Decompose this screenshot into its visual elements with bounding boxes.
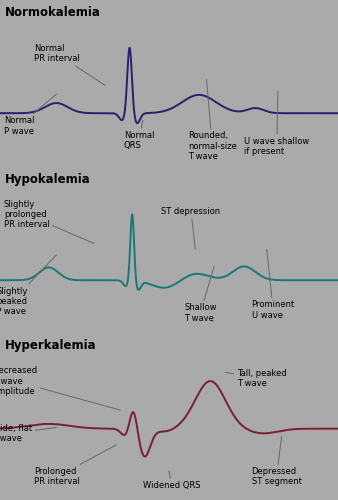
Text: Hyperkalemia: Hyperkalemia bbox=[5, 340, 97, 352]
Text: Prominent
U wave: Prominent U wave bbox=[251, 249, 295, 320]
Text: Depressed
ST segment: Depressed ST segment bbox=[251, 436, 301, 486]
Text: Widened QRS: Widened QRS bbox=[143, 471, 200, 490]
Text: Slightly
peaked
P wave: Slightly peaked P wave bbox=[0, 255, 56, 316]
Text: Hypokalemia: Hypokalemia bbox=[5, 172, 91, 186]
Text: Rounded,
normal-size
T wave: Rounded, normal-size T wave bbox=[188, 80, 237, 162]
Text: Prolonged
PR interval: Prolonged PR interval bbox=[34, 445, 116, 486]
Text: ST depression: ST depression bbox=[162, 207, 221, 249]
Text: Normokalemia: Normokalemia bbox=[5, 6, 101, 19]
Text: Slightly
prolonged
PR interval: Slightly prolonged PR interval bbox=[4, 200, 94, 244]
Text: Normal
QRS: Normal QRS bbox=[124, 120, 154, 150]
Text: Tall, peaked
T wave: Tall, peaked T wave bbox=[225, 368, 286, 388]
Text: Normal
PR interval: Normal PR interval bbox=[34, 44, 105, 86]
Text: Decreased
R wave
amplitude: Decreased R wave amplitude bbox=[0, 366, 120, 410]
Text: U wave shallow
if present: U wave shallow if present bbox=[244, 92, 309, 156]
Text: Normal
P wave: Normal P wave bbox=[4, 94, 56, 136]
Text: Shallow
T wave: Shallow T wave bbox=[184, 266, 217, 322]
Text: Wide, flat
P wave: Wide, flat P wave bbox=[0, 424, 56, 443]
